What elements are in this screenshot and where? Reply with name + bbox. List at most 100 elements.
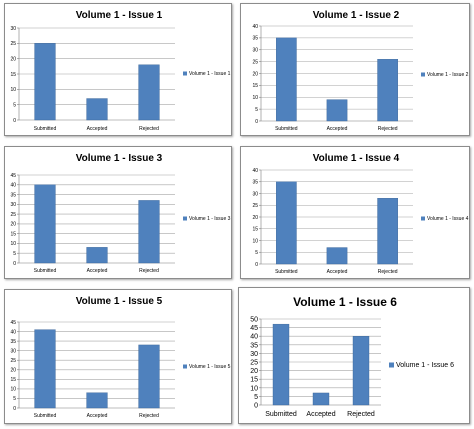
y-tick-label: 50 <box>250 316 258 323</box>
chart-panel-issue-1: Volume 1 - Issue 1 0 5 10 15 20 25 30 Submitted A… <box>4 3 232 136</box>
legend-label: Volume 1 - Issue 4 <box>427 216 469 222</box>
x-tick-label: Accepted <box>327 269 348 275</box>
bar-rejected <box>377 59 399 122</box>
x-tick-label: Accepted <box>306 411 335 418</box>
bar-chart: Volume 1 - Issue 5 0 5 10 15 20 25 30 35 40 45 Subm… <box>10 296 230 419</box>
x-tick-label: Submitted <box>275 126 298 132</box>
legend-label: Volume 1 - Issue 3 <box>189 216 231 222</box>
legend-label: Volume 1 - Issue 6 <box>396 362 454 369</box>
y-tick-label: 15 <box>10 72 16 78</box>
bar-accepted <box>326 247 348 265</box>
bar-accepted <box>86 98 108 121</box>
y-tick-label: 5 <box>13 396 16 402</box>
y-tick-label: 40 <box>250 334 258 341</box>
x-tick-label: Rejected <box>378 126 398 132</box>
y-tick-label: 5 <box>255 250 258 256</box>
x-tick-label: Submitted <box>34 268 57 274</box>
y-tick-label: 20 <box>250 368 258 375</box>
bar-rejected <box>138 344 160 409</box>
y-tick-label: 25 <box>10 212 16 218</box>
y-tick-label: 25 <box>10 41 16 47</box>
y-tick-label: 45 <box>250 325 258 332</box>
bar-accepted <box>312 392 330 406</box>
bar-chart: Volume 1 - Issue 605101520253035404550Su… <box>250 295 454 418</box>
x-tick-label: Submitted <box>275 269 298 275</box>
bar-accepted <box>86 247 108 264</box>
y-tick-label: 5 <box>13 102 16 108</box>
legend-swatch <box>389 362 394 368</box>
chart-title: Volume 1 - Issue 3 <box>76 153 163 164</box>
bar-submitted <box>34 329 56 409</box>
y-tick-label: 40 <box>252 168 258 174</box>
x-tick-label: Accepted <box>87 413 108 419</box>
bar-submitted <box>34 43 56 121</box>
y-tick-label: 25 <box>252 203 258 209</box>
x-tick-label: Rejected <box>139 126 159 132</box>
y-tick-label: 5 <box>255 107 258 113</box>
y-tick-label: 40 <box>10 183 16 189</box>
y-tick-label: 10 <box>10 241 16 247</box>
y-tick-label: 25 <box>10 358 16 364</box>
chart-panel-issue-3: Volume 1 - Issue 3 0 5 10 15 20 25 30 35 40 45 Subm… <box>4 146 232 279</box>
y-tick-label: 30 <box>252 48 258 54</box>
x-tick-label: Submitted <box>34 413 57 419</box>
y-tick-label: 10 <box>10 387 16 393</box>
y-tick-label: 25 <box>250 359 258 366</box>
chart-title: Volume 1 - Issue 1 <box>76 10 163 21</box>
x-tick-label: Rejected <box>347 411 375 418</box>
y-tick-label: 0 <box>13 261 16 267</box>
y-tick-label: 30 <box>10 348 16 354</box>
chart-panel-issue-6: Volume 1 - Issue 6 0 5 10 15 20 25 30 35 40 45 50 Su… <box>238 287 470 424</box>
chart-panel-issue-5: Volume 1 - Issue 5 0 5 10 15 20 25 30 35 40 45 Subm… <box>4 289 232 424</box>
y-tick-label: 35 <box>252 36 258 42</box>
bar-chart: Volume 1 - Issue 3 0 5 10 15 20 25 30 35 40 45 Subm… <box>10 153 231 274</box>
y-tick-label: 45 <box>10 320 16 326</box>
bar-submitted <box>272 323 290 406</box>
bar-chart: Volume 1 - Issue 2 0 5 10 15 20 25 30 35 40 Submit… <box>252 10 469 132</box>
bar-submitted <box>34 184 56 264</box>
chart-title: Volume 1 - Issue 6 <box>293 295 397 309</box>
bar-rejected <box>377 198 399 265</box>
x-tick-label: Rejected <box>139 413 159 419</box>
bar-rejected <box>352 336 370 406</box>
y-tick-label: 45 <box>10 173 16 179</box>
y-tick-label: 15 <box>250 377 258 384</box>
y-tick-label: 20 <box>252 71 258 77</box>
y-tick-label: 35 <box>10 339 16 345</box>
bar-accepted <box>86 392 108 409</box>
y-tick-label: 0 <box>13 118 16 124</box>
y-tick-label: 30 <box>252 191 258 197</box>
y-tick-label: 30 <box>10 26 16 32</box>
chart-panel-issue-4: Volume 1 - Issue 4 0 5 10 15 20 25 30 35 40 Submit… <box>240 146 470 279</box>
x-tick-label: Submitted <box>34 126 57 132</box>
y-tick-label: 30 <box>10 202 16 208</box>
y-tick-label: 40 <box>10 329 16 335</box>
y-tick-label: 35 <box>250 342 258 349</box>
legend-label: Volume 1 - Issue 2 <box>427 72 469 78</box>
y-tick-label: 10 <box>250 385 258 392</box>
bar-chart: Volume 1 - Issue 1 0 5 10 15 20 25 30 Submitted A… <box>10 10 231 132</box>
y-tick-label: 0 <box>13 406 16 412</box>
y-tick-label: 5 <box>13 251 16 257</box>
bar-submitted <box>276 181 297 265</box>
y-tick-label: 20 <box>252 215 258 221</box>
chart-panel-issue-2: Volume 1 - Issue 2 0 5 10 15 20 25 30 35 40 Submit… <box>240 3 470 136</box>
y-tick-label: 10 <box>10 87 16 93</box>
x-tick-label: Rejected <box>139 268 159 274</box>
y-tick-label: 0 <box>254 402 258 409</box>
legend-swatch <box>421 72 425 77</box>
y-tick-label: 30 <box>250 351 258 358</box>
y-tick-label: 40 <box>252 24 258 30</box>
bar-chart: Volume 1 - Issue 4 0 5 10 15 20 25 30 35 40 Submit… <box>252 153 469 275</box>
bar-rejected <box>138 200 160 264</box>
x-tick-label: Submitted <box>265 411 297 418</box>
y-tick-label: 15 <box>10 231 16 237</box>
chart-title: Volume 1 - Issue 4 <box>313 153 400 164</box>
y-tick-label: 10 <box>252 95 258 101</box>
legend-label: Volume 1 - Issue 1 <box>189 71 231 77</box>
y-tick-label: 15 <box>252 227 258 233</box>
y-tick-label: 35 <box>252 180 258 186</box>
legend-swatch <box>183 71 187 76</box>
y-tick-label: 25 <box>252 59 258 65</box>
y-tick-label: 20 <box>10 368 16 374</box>
